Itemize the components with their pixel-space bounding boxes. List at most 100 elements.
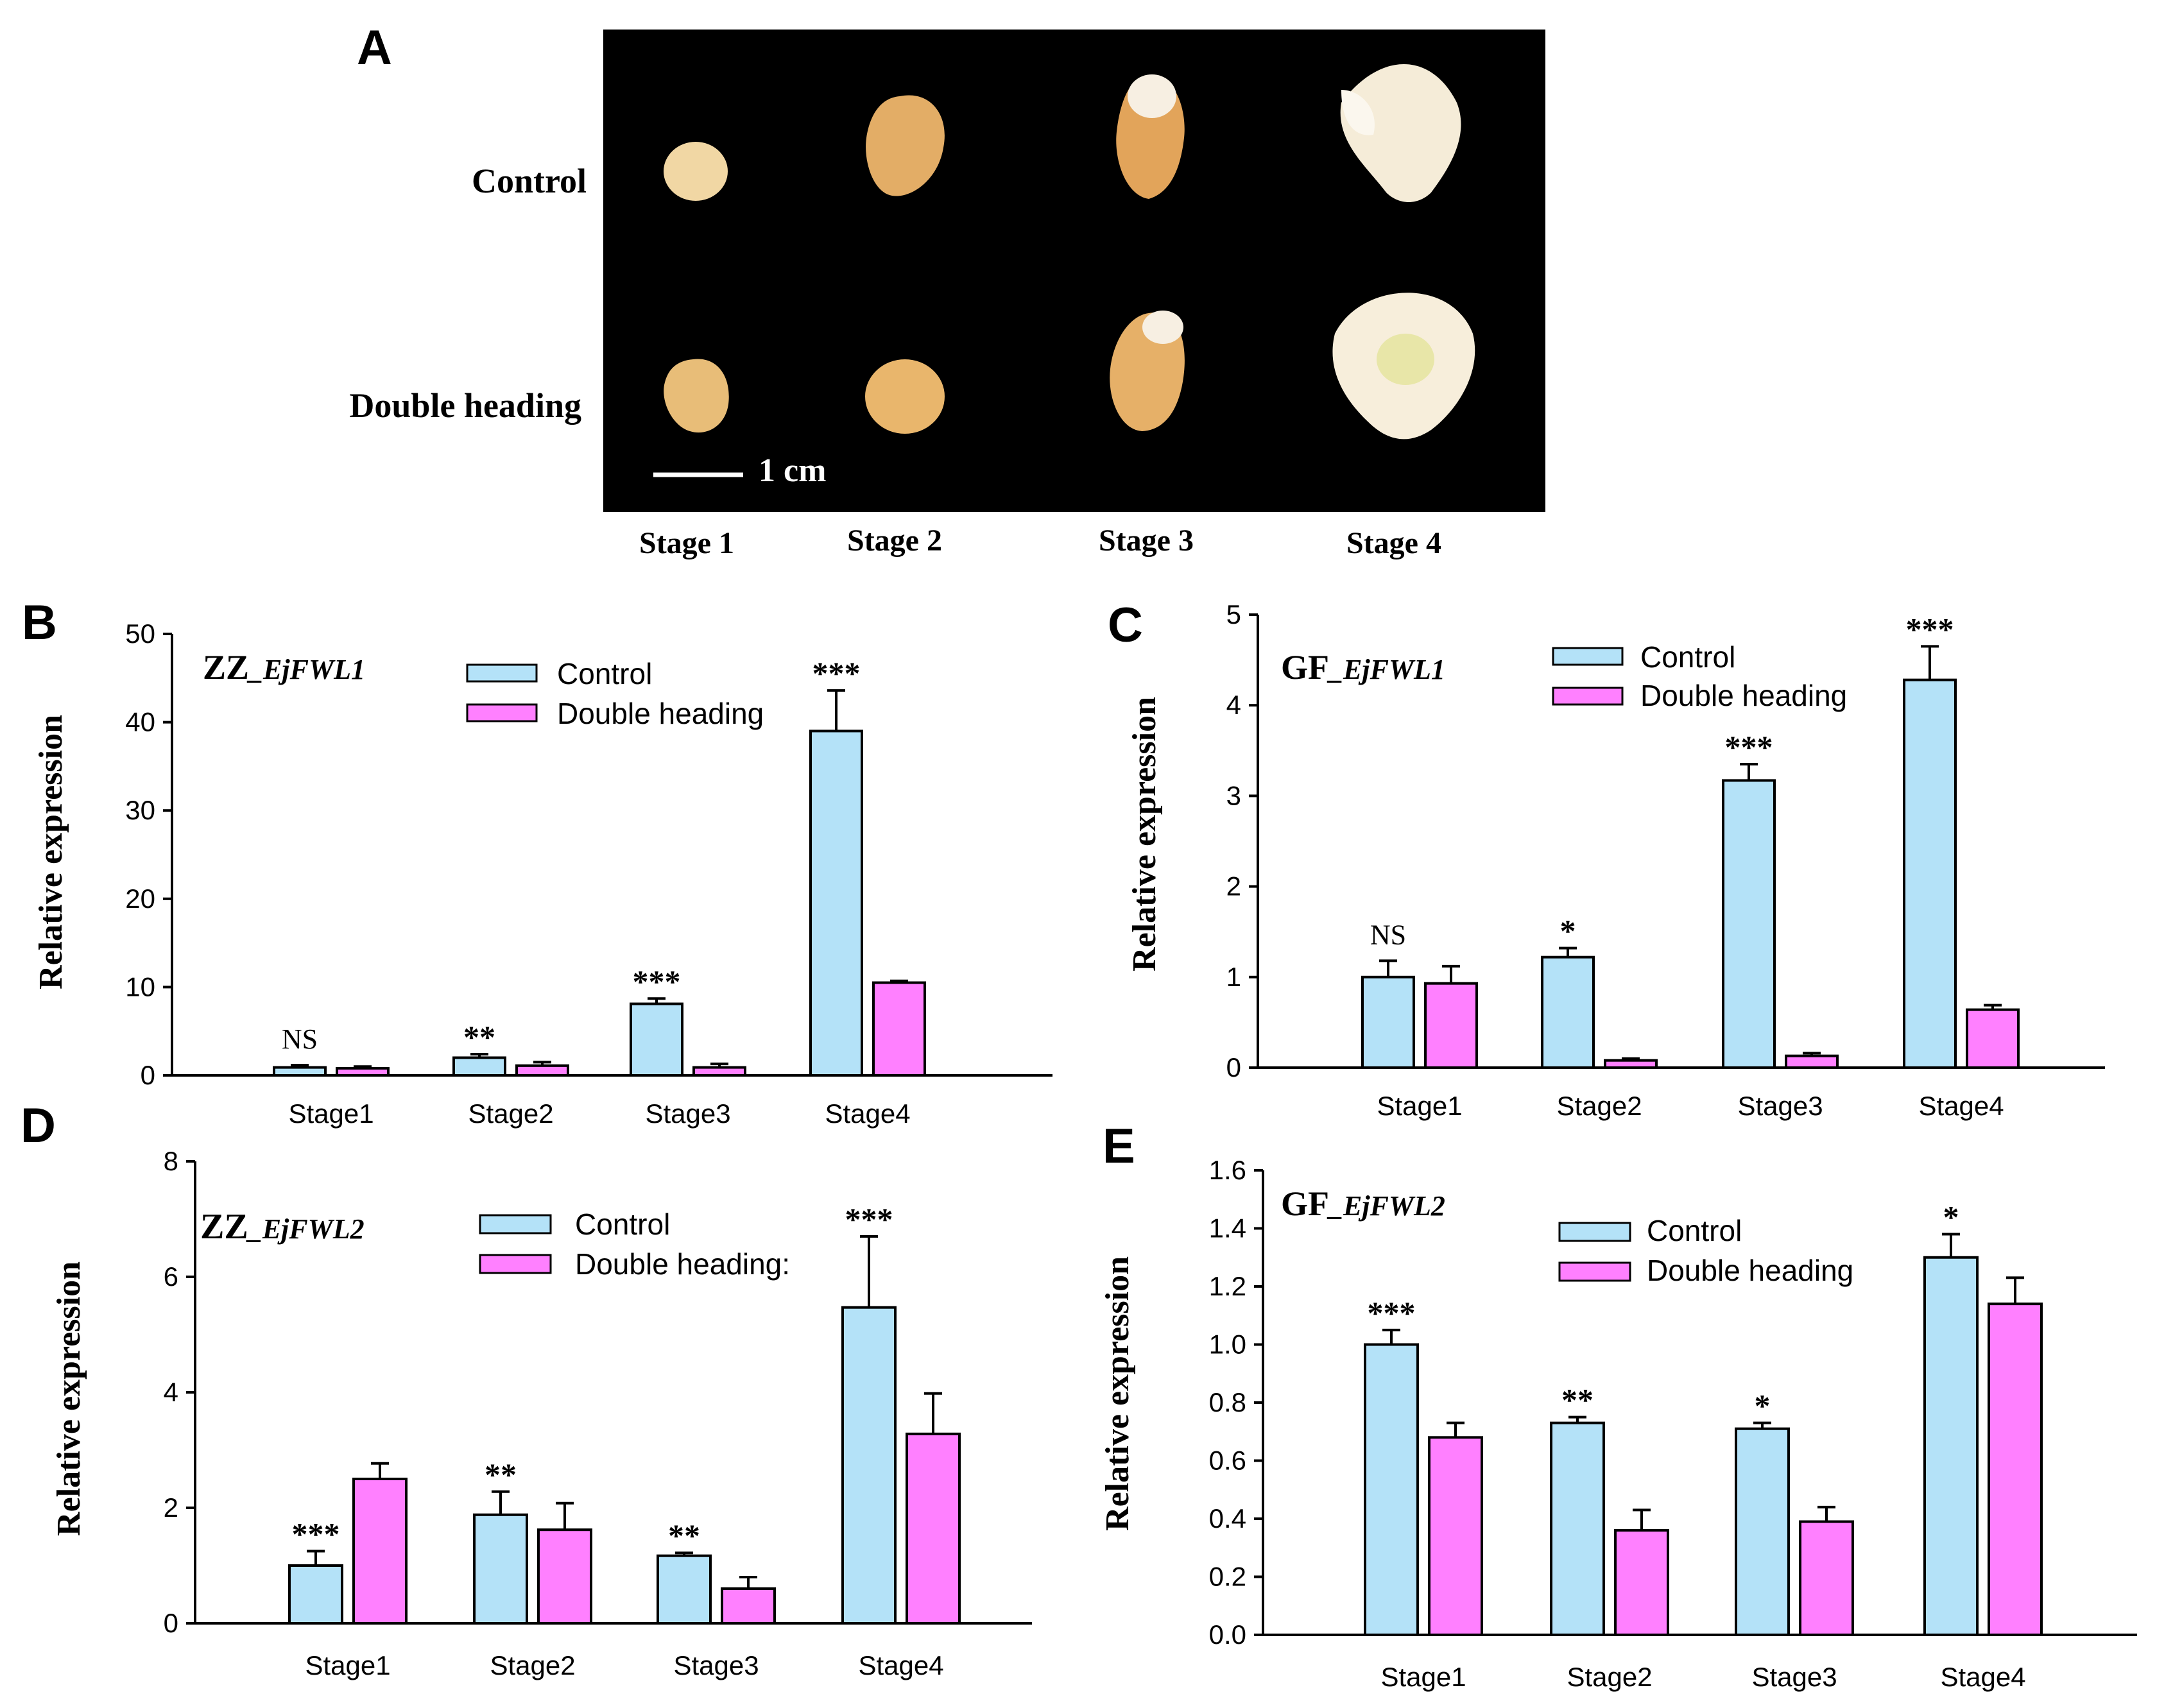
chart-b-ytick-label: 10 [125, 971, 155, 1002]
chart-d-bar-double-heading [906, 1432, 961, 1625]
chart-d-significance-label: ** [668, 1517, 700, 1553]
chart-c-ytick-label: 3 [1226, 780, 1241, 810]
chart-c-bar-double-heading [1785, 1054, 1839, 1070]
chart-d-bar-control [473, 1513, 528, 1625]
chart-c-ylabel: Relative expression [1126, 697, 1163, 971]
chart-b-category-label: Stage2 [468, 1098, 553, 1129]
chart-c-title-gene: _EjFWL1 [1327, 654, 1445, 685]
chart-b-bar-double-heading [872, 981, 926, 1077]
chart-c-category-label: Stage1 [1377, 1091, 1462, 1121]
chart-b-ylabel: Relative expression [33, 715, 69, 989]
chart-c-legend-control-label: Control [1640, 640, 1735, 674]
chart-b-legend: Control Double heading [466, 657, 764, 730]
chart-c-title-prefix: GF [1281, 648, 1329, 687]
chart-b-category-label: Stage4 [825, 1098, 910, 1129]
chart-c-bar-double-heading [1966, 1008, 2020, 1069]
row-label-control: Control [472, 162, 587, 200]
chart-d-legend-double-swatch [479, 1254, 552, 1274]
panel-a: A Control Double heading 1 cm Stage 1 St… [349, 21, 1545, 560]
chart-d-ytick-label: 4 [164, 1377, 178, 1407]
chart-b-category-label: Stage1 [288, 1098, 374, 1129]
chart-e-ytick-label: 0.0 [1209, 1619, 1246, 1650]
chart-d-bar-double-heading [537, 1528, 592, 1625]
stage-label-3: Stage 3 [1099, 524, 1194, 558]
row-label-double-heading: Double heading [349, 386, 581, 425]
chart-d-legend: Control Double heading: [479, 1208, 790, 1281]
panel-b: B Relative expression ZZ_EjFWL1 0 10 20 30 4… [22, 595, 1052, 1129]
chart-d-bar-control [657, 1554, 712, 1625]
chart-e-category-label: Stage3 [1751, 1662, 1837, 1692]
specimen-double-stage4-center [1377, 334, 1434, 385]
chart-e-bar-control [1923, 1256, 1979, 1636]
panel-a-letter: A [357, 21, 392, 75]
panel-e-letter: E [1103, 1119, 1135, 1174]
chart-b-bar-control [809, 730, 863, 1077]
chart-d-ytick-label: 0 [164, 1608, 178, 1638]
chart-c-legend: Control Double heading [1552, 640, 1847, 712]
chart-b-significance-label: NS [282, 1023, 318, 1055]
chart-b-legend-double-label: Double heading [557, 697, 764, 730]
specimen-control-stage4-petal-left [1341, 90, 1375, 135]
chart-d-ytick-label: 8 [164, 1146, 178, 1176]
chart-b-legend-double-swatch [466, 703, 538, 722]
chart-b-significance-label: *** [812, 655, 861, 691]
specimen-photo-double-heading-row [664, 293, 1475, 440]
chart-b-ytick-label: 20 [125, 884, 155, 914]
specimen-control-stage2 [866, 95, 945, 196]
chart-e-bar-double-heading [1988, 1302, 2043, 1636]
chart-e-ytick-label: 1.0 [1209, 1329, 1246, 1360]
chart-e-plot: 0.00.20.40.60.81.01.21.41.6Stage1***Stag… [1209, 1155, 2137, 1692]
chart-c-significance-label: *** [1725, 729, 1773, 765]
chart-b-ytick-label: 50 [125, 619, 155, 649]
chart-c-significance-label: *** [1906, 611, 1954, 647]
chart-b-bar-double-heading [336, 1066, 390, 1077]
chart-e-bar-control [1550, 1421, 1605, 1637]
panel-c: C Relative expression GF_EjFWL1 0 1 2 3 4 5 St… [1108, 598, 2105, 1121]
chart-e-significance-label: ** [1561, 1382, 1594, 1418]
chart-b-title-gene: _EjFWL1 [246, 654, 365, 685]
specimen-control-stage4 [1340, 64, 1461, 202]
chart-e-ytick-label: 1.6 [1209, 1155, 1246, 1185]
chart-c-category-label: Stage2 [1556, 1091, 1642, 1121]
chart-b-title: ZZ_EjFWL1 [203, 648, 365, 687]
chart-c-category-label: Stage4 [1918, 1091, 2004, 1121]
panel-c-letter: C [1108, 598, 1143, 653]
chart-b-legend-control-swatch [466, 663, 538, 683]
specimen-photo-control-row [664, 64, 1461, 202]
chart-e-ytick-label: 1.4 [1209, 1213, 1246, 1243]
specimen-control-stage3-petal [1128, 74, 1176, 118]
panel-b-letter: B [22, 595, 57, 650]
chart-c-bar-double-heading [1604, 1059, 1658, 1069]
chart-b-bar-control [630, 1002, 683, 1077]
chart-d-legend-double-label: Double heading: [575, 1247, 790, 1281]
chart-c-ytick-label: 5 [1226, 599, 1241, 629]
chart-e-legend: Control Double heading [1558, 1214, 1853, 1287]
chart-c-ytick-label: 1 [1226, 962, 1241, 992]
chart-c-bar-control [1541, 955, 1595, 1069]
chart-d-title-prefix: ZZ [200, 1207, 248, 1247]
panel-d-letter: D [21, 1098, 56, 1153]
chart-d-ylabel: Relative expression [51, 1261, 87, 1536]
chart-d-bar-double-heading [352, 1478, 408, 1625]
chart-e-significance-label: * [1943, 1199, 1959, 1235]
chart-b-ytick-label: 0 [141, 1060, 155, 1090]
chart-c-legend-control-swatch [1552, 647, 1624, 666]
chart-e-ytick-label: 0.6 [1209, 1446, 1246, 1476]
chart-e-category-label: Stage4 [1940, 1662, 2025, 1692]
chart-b-significance-label: ** [463, 1019, 495, 1055]
chart-d-title-gene: _EjFWL2 [246, 1213, 365, 1245]
chart-d-bar-control [841, 1306, 897, 1625]
chart-d-legend-control-label: Control [575, 1208, 670, 1241]
stage-label-2: Stage 2 [847, 524, 942, 558]
chart-e-ytick-label: 1.2 [1209, 1271, 1246, 1301]
chart-c-significance-label: * [1560, 913, 1576, 949]
chart-c-title: GF_EjFWL1 [1281, 648, 1445, 687]
chart-e-legend-control-swatch [1558, 1222, 1631, 1242]
chart-c-significance-label: NS [1370, 919, 1406, 950]
chart-c-plot: 0 1 2 3 4 5 Stage1 NS Stage2 * Stage3 *** Stage4 *** [1226, 599, 2105, 1121]
chart-b-bar-double-heading [515, 1064, 569, 1077]
chart-d-bar-control [288, 1564, 343, 1625]
chart-c-bar-control [1903, 678, 1957, 1069]
chart-e-ytick-label: 0.4 [1209, 1503, 1246, 1533]
chart-e-bar-double-heading [1428, 1436, 1483, 1637]
